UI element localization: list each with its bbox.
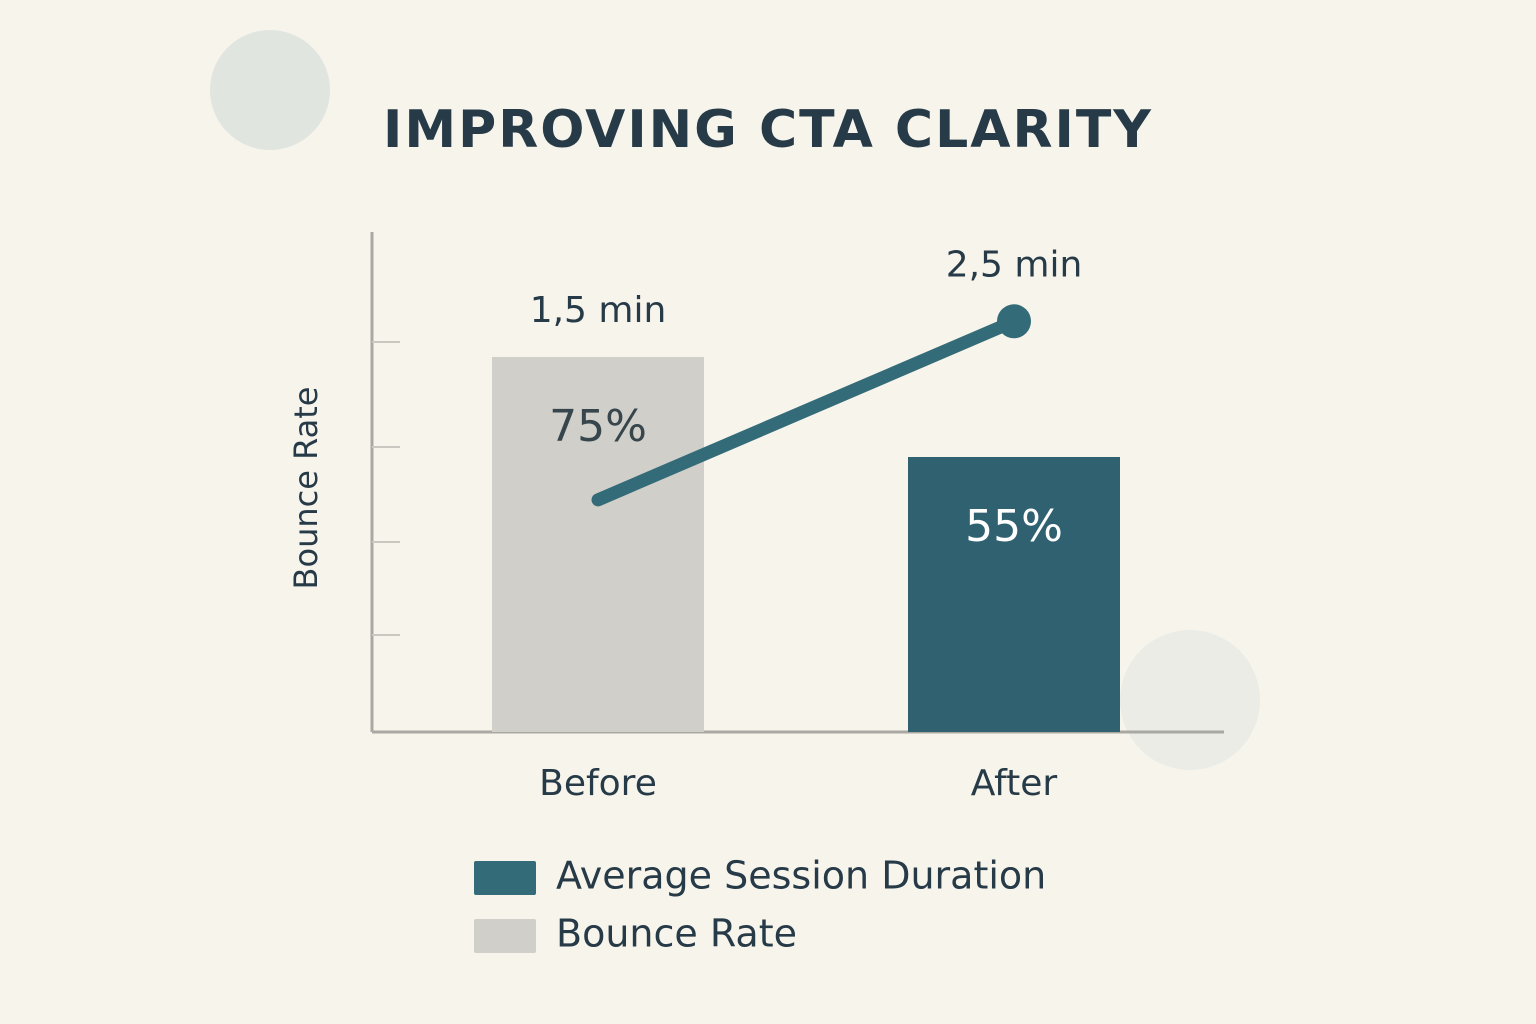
bar (908, 457, 1120, 732)
legend-label: Average Session Duration (556, 854, 1046, 898)
decoration (1120, 630, 1260, 770)
x-tick-label: Before (539, 763, 657, 804)
legend-swatch (474, 919, 536, 953)
chart-title: IMPROVING CTA CLARITY (383, 100, 1153, 160)
y-axis-label: Bounce Rate (287, 387, 325, 590)
line-point (997, 304, 1031, 339)
legend-swatch (474, 861, 536, 895)
axis-ticks (372, 341, 400, 636)
data-label: 2,5 min (946, 244, 1083, 285)
data-label: 55% (965, 501, 1063, 552)
x-tick-label: After (971, 763, 1058, 804)
data-label: 1,5 min (530, 290, 667, 331)
decoration (210, 30, 330, 150)
bar (492, 357, 704, 732)
line (591, 314, 1021, 507)
data-label: 75% (549, 401, 647, 452)
legend-label: Bounce Rate (556, 912, 797, 956)
